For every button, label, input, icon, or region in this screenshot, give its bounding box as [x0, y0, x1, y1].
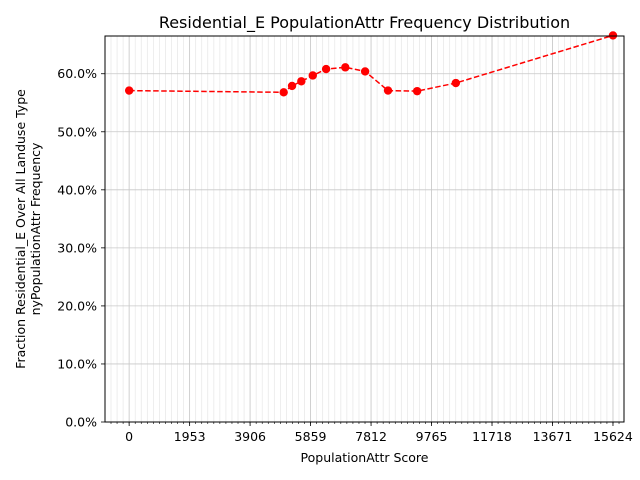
series-layer: [124, 31, 618, 97]
x-tick-label: 5859: [295, 429, 327, 444]
data-point: [360, 67, 370, 76]
y-tick-label: 0.0%: [65, 415, 97, 430]
data-point: [321, 64, 331, 74]
x-tick-label: 13671: [533, 429, 573, 444]
data-point: [451, 78, 461, 88]
x-axis-label: PopulationAttr Score: [301, 450, 429, 465]
x-tick-label: 9765: [416, 429, 448, 444]
y-axis-label-line-1: Fraction Residential_E Over All Landuse …: [13, 89, 28, 369]
y-tick-label: 40.0%: [57, 182, 97, 197]
data-point: [383, 86, 393, 95]
data-point: [341, 63, 350, 72]
x-tick-label: 7812: [355, 429, 387, 444]
data-point: [297, 77, 306, 86]
x-tick-label: 0: [125, 429, 133, 444]
y-axis-label-line-2: nyPopulationAttr Frequency: [28, 142, 43, 315]
data-point: [608, 31, 618, 40]
chart-title: Residential_E PopulationAttr Frequency D…: [159, 13, 570, 33]
y-tick-label: 50.0%: [57, 124, 97, 139]
data-point: [412, 86, 422, 96]
ticks-layer: 0 1953 3906 5859 7812 9765 11718 13671 15624 0.0%…: [57, 66, 633, 444]
x-tick-label: 1953: [174, 429, 206, 444]
data-point: [124, 86, 134, 95]
data-point: [308, 71, 317, 80]
x-tick-label: 3906: [234, 429, 266, 444]
y-tick-label: 30.0%: [57, 240, 97, 255]
x-tick-label: 15624: [593, 429, 633, 444]
data-point: [279, 88, 288, 97]
x-tick-label: 11718: [472, 429, 512, 444]
y-tick-label: 20.0%: [57, 298, 97, 313]
data-point: [287, 81, 297, 91]
y-tick-label: 10.0%: [57, 356, 97, 371]
y-tick-label: 60.0%: [57, 66, 97, 81]
plot-frame: [104, 35, 625, 423]
